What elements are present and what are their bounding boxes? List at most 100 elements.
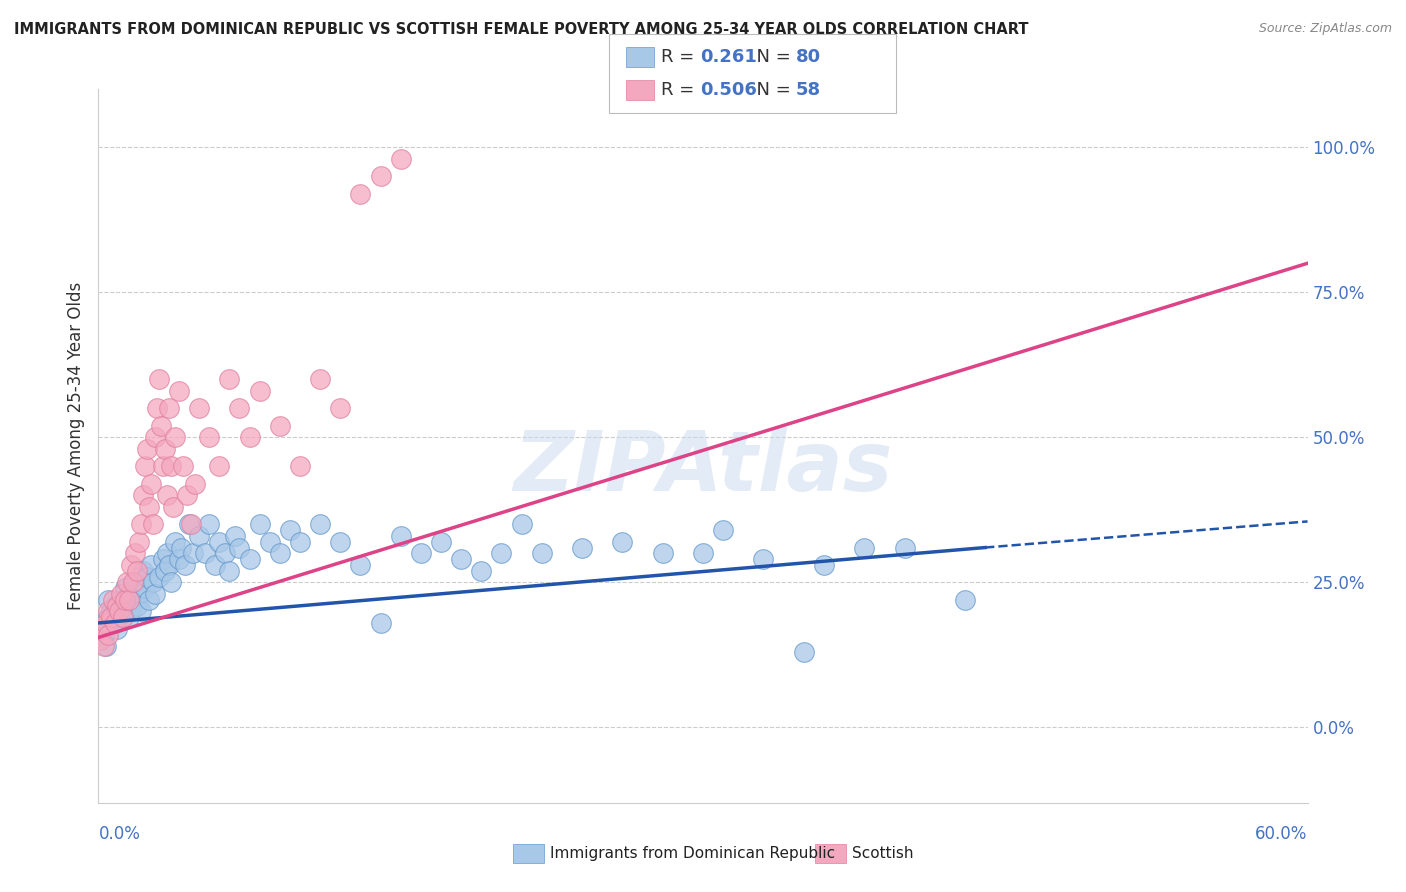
Point: [152, 552, 174, 566]
Point: [105, 599, 128, 613]
Point: [162, 500, 184, 514]
Point: [174, 558, 197, 572]
Point: [157, 558, 180, 572]
Point: [167, 552, 190, 566]
Point: [269, 546, 291, 560]
Point: [329, 534, 352, 549]
Point: [793, 645, 815, 659]
Point: [470, 564, 492, 578]
Text: R =: R =: [661, 81, 700, 99]
Point: [409, 546, 432, 560]
Point: [139, 558, 162, 572]
Point: [97, 592, 120, 607]
Point: [100, 610, 122, 624]
Point: [239, 430, 262, 444]
Point: [198, 517, 221, 532]
Point: [349, 558, 371, 572]
Point: [288, 459, 311, 474]
Point: [93, 639, 115, 653]
Point: [97, 627, 120, 641]
Text: Source: ZipAtlas.com: Source: ZipAtlas.com: [1258, 22, 1392, 36]
Point: [172, 459, 194, 474]
Point: [163, 430, 186, 444]
Point: [91, 622, 114, 636]
Point: [370, 169, 392, 184]
Point: [111, 610, 134, 624]
Text: 58: 58: [796, 81, 821, 99]
Text: 0.506: 0.506: [700, 81, 756, 99]
Point: [153, 442, 176, 456]
Text: 0.0%: 0.0%: [98, 825, 141, 843]
Point: [188, 401, 211, 416]
Point: [152, 459, 174, 474]
Point: [711, 523, 734, 537]
Y-axis label: Female Poverty Among 25-34 Year Olds: Female Poverty Among 25-34 Year Olds: [66, 282, 84, 610]
Point: [138, 592, 160, 607]
Point: [278, 523, 301, 537]
Point: [160, 575, 183, 590]
Point: [953, 592, 976, 607]
Text: N =: N =: [745, 48, 797, 66]
Point: [156, 488, 179, 502]
Point: [138, 500, 160, 514]
Point: [218, 372, 240, 386]
Point: [143, 587, 166, 601]
Point: [114, 592, 136, 607]
Point: [120, 604, 142, 618]
Point: [105, 622, 128, 636]
Point: [118, 592, 141, 607]
Point: [115, 599, 138, 613]
Point: [389, 152, 412, 166]
Point: [491, 546, 513, 560]
Point: [121, 575, 143, 590]
Point: [853, 541, 876, 555]
Point: [118, 587, 141, 601]
Point: [389, 529, 412, 543]
Point: [651, 546, 673, 560]
Text: N =: N =: [745, 81, 797, 99]
Text: 0.261: 0.261: [700, 48, 756, 66]
Point: [107, 610, 129, 624]
Point: [115, 575, 138, 590]
Point: [129, 517, 152, 532]
Point: [259, 534, 281, 549]
Point: [204, 558, 226, 572]
Point: [111, 604, 134, 618]
Point: [177, 517, 201, 532]
Point: [114, 581, 136, 595]
Text: ZIPAtlas: ZIPAtlas: [513, 427, 893, 508]
Point: [269, 418, 291, 433]
Point: [157, 401, 180, 416]
Point: [96, 639, 118, 653]
Point: [176, 488, 198, 502]
Point: [129, 604, 152, 618]
Point: [160, 459, 183, 474]
Point: [510, 517, 533, 532]
Point: [124, 575, 146, 590]
Point: [208, 534, 231, 549]
Point: [249, 384, 271, 398]
Point: [288, 534, 311, 549]
Point: [100, 604, 122, 618]
Text: R =: R =: [661, 48, 700, 66]
Point: [135, 442, 157, 456]
Point: [91, 615, 114, 630]
Point: [450, 552, 472, 566]
Point: [218, 564, 240, 578]
Point: [103, 615, 125, 630]
Point: [329, 401, 352, 416]
Point: [110, 587, 132, 601]
Point: [349, 186, 371, 201]
Point: [142, 517, 165, 532]
Point: [134, 581, 156, 595]
Point: [96, 615, 118, 630]
Point: [156, 546, 179, 560]
Point: [89, 633, 111, 648]
Point: [125, 599, 148, 613]
Point: [752, 552, 775, 566]
Point: [214, 546, 236, 560]
Point: [125, 564, 148, 578]
Point: [101, 592, 124, 607]
Point: [163, 534, 186, 549]
Point: [124, 546, 146, 560]
